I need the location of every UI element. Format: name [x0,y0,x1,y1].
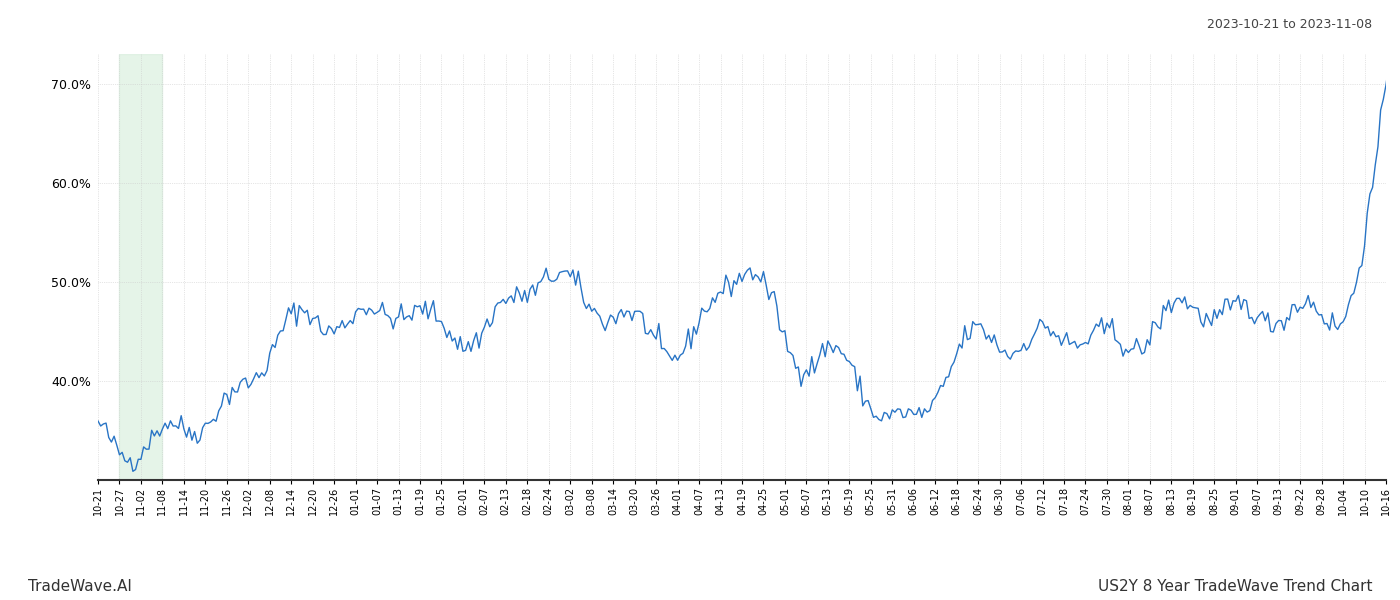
Bar [119,54,162,480]
Text: US2Y 8 Year TradeWave Trend Chart: US2Y 8 Year TradeWave Trend Chart [1098,579,1372,594]
Text: 2023-10-21 to 2023-11-08: 2023-10-21 to 2023-11-08 [1207,18,1372,31]
Text: TradeWave.AI: TradeWave.AI [28,579,132,594]
